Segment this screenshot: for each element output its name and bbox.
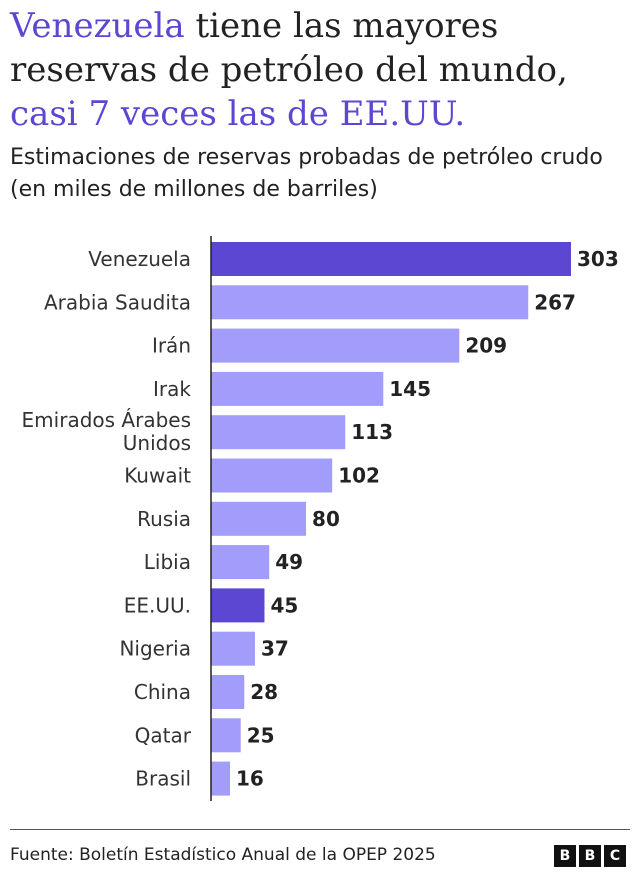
footer-divider xyxy=(10,829,630,830)
category-label: Brasil xyxy=(135,767,191,791)
category-label: Venezuela xyxy=(88,247,191,271)
bbc-logo-letter: B xyxy=(579,845,601,867)
bar-irán xyxy=(211,328,460,363)
bar-venezuela xyxy=(211,242,571,276)
value-label: 303 xyxy=(577,247,619,271)
bar-ee-uu- xyxy=(211,588,265,623)
value-label: 209 xyxy=(465,334,507,358)
bbc-logo: B B C xyxy=(554,845,626,867)
value-label: 80 xyxy=(312,507,340,531)
category-label: Libia xyxy=(144,550,191,574)
value-label: 49 xyxy=(275,550,303,574)
value-label: 145 xyxy=(389,377,431,401)
category-label: EE.UU. xyxy=(124,593,191,617)
chart-title: Venezuela tiene las mayores reservas de … xyxy=(10,4,635,136)
category-label: China xyxy=(134,680,191,704)
category-label: Qatar xyxy=(135,723,192,747)
bar-emirados-árabes-unidos xyxy=(211,415,346,450)
value-label: 102 xyxy=(338,464,380,488)
chart-subtitle: Estimaciones de reservas probadas de pet… xyxy=(10,145,603,202)
value-label: 28 xyxy=(250,680,278,704)
value-label: 113 xyxy=(351,420,393,444)
value-label: 16 xyxy=(236,767,264,791)
category-label: Nigeria xyxy=(119,637,191,661)
title-highlight-1: Venezuela xyxy=(10,6,185,46)
bar-brasil xyxy=(211,761,231,796)
title-highlight-2: casi 7 veces las de EE.UU. xyxy=(10,94,466,134)
bar-irak xyxy=(211,371,384,406)
bar-nigeria xyxy=(211,631,255,666)
source-note: Fuente: Boletín Estadístico Anual de la … xyxy=(10,845,436,865)
value-label: 37 xyxy=(261,637,289,661)
bar-rusia xyxy=(211,501,307,536)
bar-kuwait xyxy=(211,458,333,493)
value-label: 45 xyxy=(270,593,298,617)
category-label: Irak xyxy=(153,377,191,401)
category-label: Emirados Árabes Unidos xyxy=(22,408,191,455)
bar-libia xyxy=(211,545,270,580)
bbc-logo-letter: B xyxy=(554,845,576,867)
bar-china xyxy=(211,675,245,709)
category-label: Irán xyxy=(152,334,191,358)
bar-qatar xyxy=(211,718,241,753)
bar-arabia-saudita xyxy=(211,285,529,320)
category-label: Rusia xyxy=(137,507,191,531)
bar-chart: 303 Venezuela 267 Arabia Saudita 209 Irán 145 I… xyxy=(22,236,619,801)
category-label: Arabia Saudita xyxy=(44,290,191,314)
bbc-logo-letter: C xyxy=(604,845,626,867)
value-label: 267 xyxy=(534,290,576,314)
title-middle: tiene las mayores reservas de petróleo d… xyxy=(10,6,568,90)
value-label: 25 xyxy=(247,723,275,747)
category-label: Kuwait xyxy=(124,464,191,488)
